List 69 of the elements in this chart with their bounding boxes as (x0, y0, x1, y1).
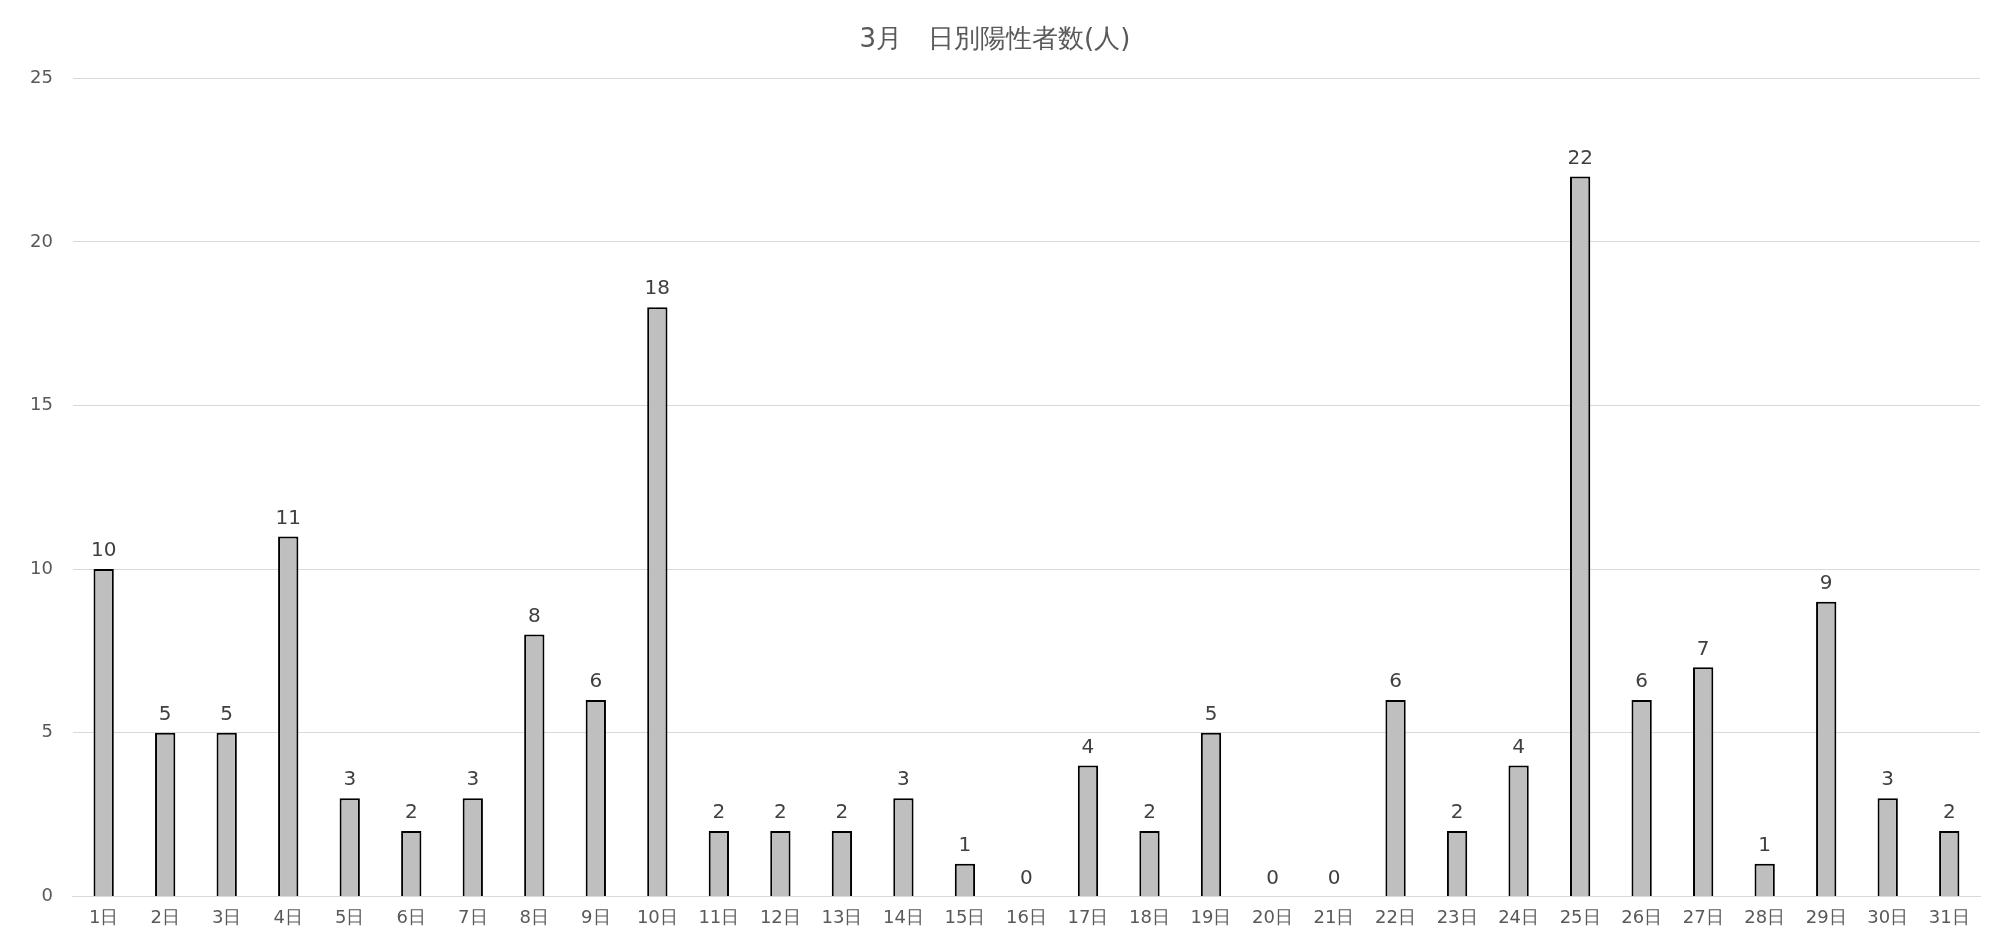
x-tick-label: 6日 (396, 905, 426, 927)
x-tick-label: 15日 (944, 905, 986, 927)
data-label: 0 (1020, 864, 1033, 889)
data-label: 3 (466, 766, 480, 791)
data-label: 2 (712, 799, 726, 824)
data-label: 2 (1450, 799, 1464, 824)
data-label: 6 (589, 668, 603, 693)
x-tick-label: 27日 (1682, 905, 1724, 927)
data-label: 2 (404, 799, 418, 824)
x-tick-label: 23日 (1436, 905, 1478, 927)
data-label: 10 (90, 537, 117, 562)
data-label: 8 (527, 602, 541, 627)
data-label: 22 (1567, 144, 1593, 169)
chart-title: 3月 日別陽性者数(人) (859, 23, 1131, 54)
x-tick-label: 31日 (1928, 905, 1970, 927)
x-tick-label: 2日 (150, 905, 180, 927)
x-tick-label: 3日 (211, 905, 242, 927)
x-tick-label: 19日 (1190, 905, 1232, 927)
x-tick-label: 16日 (1006, 905, 1047, 927)
data-label: 0 (1327, 864, 1341, 889)
x-tick-label: 29日 (1805, 905, 1847, 927)
data-label: 11 (275, 504, 301, 529)
x-tick-label: 30日 (1867, 905, 1909, 927)
data-label: 7 (1696, 635, 1710, 660)
x-tick-label: 12日 (759, 905, 801, 927)
x-tick-label: 14日 (882, 905, 924, 927)
data-label: 3 (897, 766, 910, 791)
data-label: 6 (1389, 668, 1402, 693)
data-label: 5 (158, 700, 172, 725)
y-tick-label: 10 (30, 556, 53, 578)
data-label: 3 (343, 766, 357, 791)
x-tick-label: 21日 (1313, 905, 1355, 927)
x-tick-label: 5日 (335, 905, 365, 927)
x-tick-label: 20日 (1252, 905, 1293, 927)
x-tick-label: 11日 (698, 905, 740, 927)
data-label: 5 (220, 700, 234, 725)
data-label: 1 (958, 831, 972, 856)
data-label: 4 (1512, 733, 1525, 758)
data-label: 18 (644, 275, 671, 300)
data-label: 2 (835, 799, 849, 824)
data-label: 2 (1143, 799, 1156, 824)
x-tick-label: 10日 (636, 905, 678, 927)
y-tick-label: 15 (30, 393, 53, 415)
data-label: 6 (1635, 668, 1649, 693)
x-tick-label: 8日 (519, 905, 550, 927)
data-label: 0 (1266, 864, 1279, 889)
data-label: 9 (1819, 570, 1833, 595)
x-tick-label: 22日 (1375, 905, 1417, 927)
x-tick-label: 1日 (88, 905, 119, 927)
x-tick-label: 28日 (1744, 905, 1786, 927)
data-label: 2 (1942, 799, 1956, 824)
x-tick-label: 4日 (273, 905, 303, 927)
x-tick-label: 18日 (1129, 905, 1170, 927)
x-tick-label: 24日 (1498, 905, 1540, 927)
data-label: 2 (774, 799, 787, 824)
data-label: 5 (1204, 700, 1218, 725)
data-label: 4 (1081, 733, 1095, 758)
x-tick-label: 7日 (458, 905, 488, 927)
y-tick-label: 25 (30, 65, 53, 87)
x-tick-label: 13日 (821, 905, 863, 927)
x-tick-label: 17日 (1067, 905, 1109, 927)
data-label: 3 (1881, 766, 1895, 791)
x-tick-label: 26日 (1621, 905, 1663, 927)
y-tick-label: 20 (30, 229, 53, 251)
x-tick-label: 25日 (1559, 905, 1601, 927)
data-label: 1 (1758, 831, 1772, 856)
y-tick-label: 5 (41, 720, 53, 742)
x-tick-label: 9日 (581, 905, 611, 927)
y-tick-label: 0 (41, 884, 53, 906)
